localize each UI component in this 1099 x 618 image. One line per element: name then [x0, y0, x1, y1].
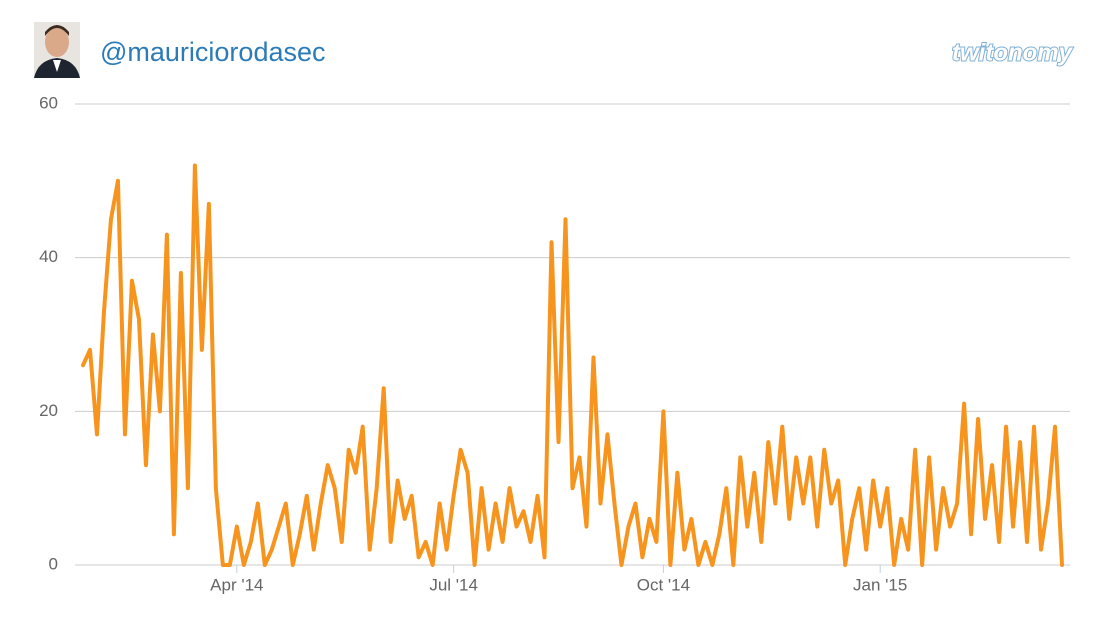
y-tick-label: 60 [39, 93, 58, 112]
y-tick-label: 40 [39, 247, 58, 266]
y-tick-label: 0 [49, 554, 58, 573]
account-handle: @mauriciorodasec [100, 37, 326, 67]
logo: twitonomy [952, 39, 1074, 66]
x-tick-label: Jan '15 [853, 575, 907, 594]
x-tick-label: Jul '14 [429, 575, 478, 594]
grid: 0 20 40 60 Apr '14 Jul '14 Oct '14 Jan '15 [39, 93, 1070, 594]
plot [81, 163, 1064, 567]
series-line [81, 163, 1064, 567]
x-tick-label: Oct '14 [637, 575, 690, 594]
y-tick-label: 20 [39, 401, 58, 420]
avatar [34, 22, 80, 78]
x-tick-label: Apr '14 [210, 575, 263, 594]
